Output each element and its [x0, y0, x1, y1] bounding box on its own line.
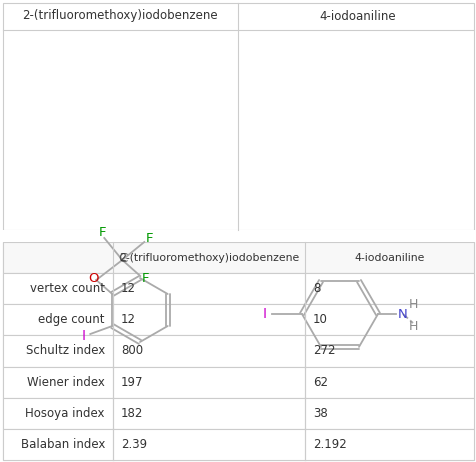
Bar — [3, 242, 473, 460]
Text: 12: 12 — [121, 282, 136, 295]
Text: F: F — [145, 231, 153, 244]
Text: N: N — [397, 308, 407, 321]
Text: 12: 12 — [121, 313, 136, 326]
Text: 10: 10 — [312, 313, 327, 326]
Text: vertex count: vertex count — [30, 282, 105, 295]
Text: 272: 272 — [312, 345, 335, 358]
Text: F: F — [99, 226, 106, 239]
Bar — [3, 242, 473, 273]
Text: H: H — [407, 298, 417, 311]
Text: 4-iodoaniline: 4-iodoaniline — [354, 253, 424, 262]
Text: Balaban index: Balaban index — [20, 438, 105, 451]
Text: 197: 197 — [121, 376, 143, 389]
Text: 2-(trifluoromethoxy)iodobenzene: 2-(trifluoromethoxy)iodobenzene — [119, 253, 298, 262]
Text: 182: 182 — [121, 407, 143, 420]
Text: 38: 38 — [312, 407, 327, 420]
Bar — [3, 398, 473, 429]
Text: 4-iodoaniline: 4-iodoaniline — [318, 10, 395, 23]
Bar — [3, 366, 473, 398]
Text: Wiener index: Wiener index — [27, 376, 105, 389]
Text: 2.39: 2.39 — [121, 438, 147, 451]
Text: I: I — [262, 307, 267, 321]
Text: 800: 800 — [121, 345, 143, 358]
Text: 62: 62 — [312, 376, 327, 389]
Text: 2-(trifluoromethoxy)iodobenzene: 2-(trifluoromethoxy)iodobenzene — [22, 10, 218, 23]
Text: Schultz index: Schultz index — [26, 345, 105, 358]
Text: O: O — [88, 272, 99, 285]
Bar — [3, 335, 473, 366]
Bar — [3, 273, 473, 304]
Bar — [3, 429, 473, 460]
Bar — [0, 230, 476, 242]
Text: 8: 8 — [312, 282, 320, 295]
Text: edge count: edge count — [39, 313, 105, 326]
Text: Hosoya index: Hosoya index — [25, 407, 105, 420]
Bar — [3, 3, 473, 230]
Text: C: C — [119, 253, 128, 266]
Text: I: I — [81, 329, 85, 343]
Text: H: H — [407, 320, 417, 333]
Bar — [3, 304, 473, 335]
Text: F: F — [141, 272, 149, 285]
Text: 2.192: 2.192 — [312, 438, 346, 451]
